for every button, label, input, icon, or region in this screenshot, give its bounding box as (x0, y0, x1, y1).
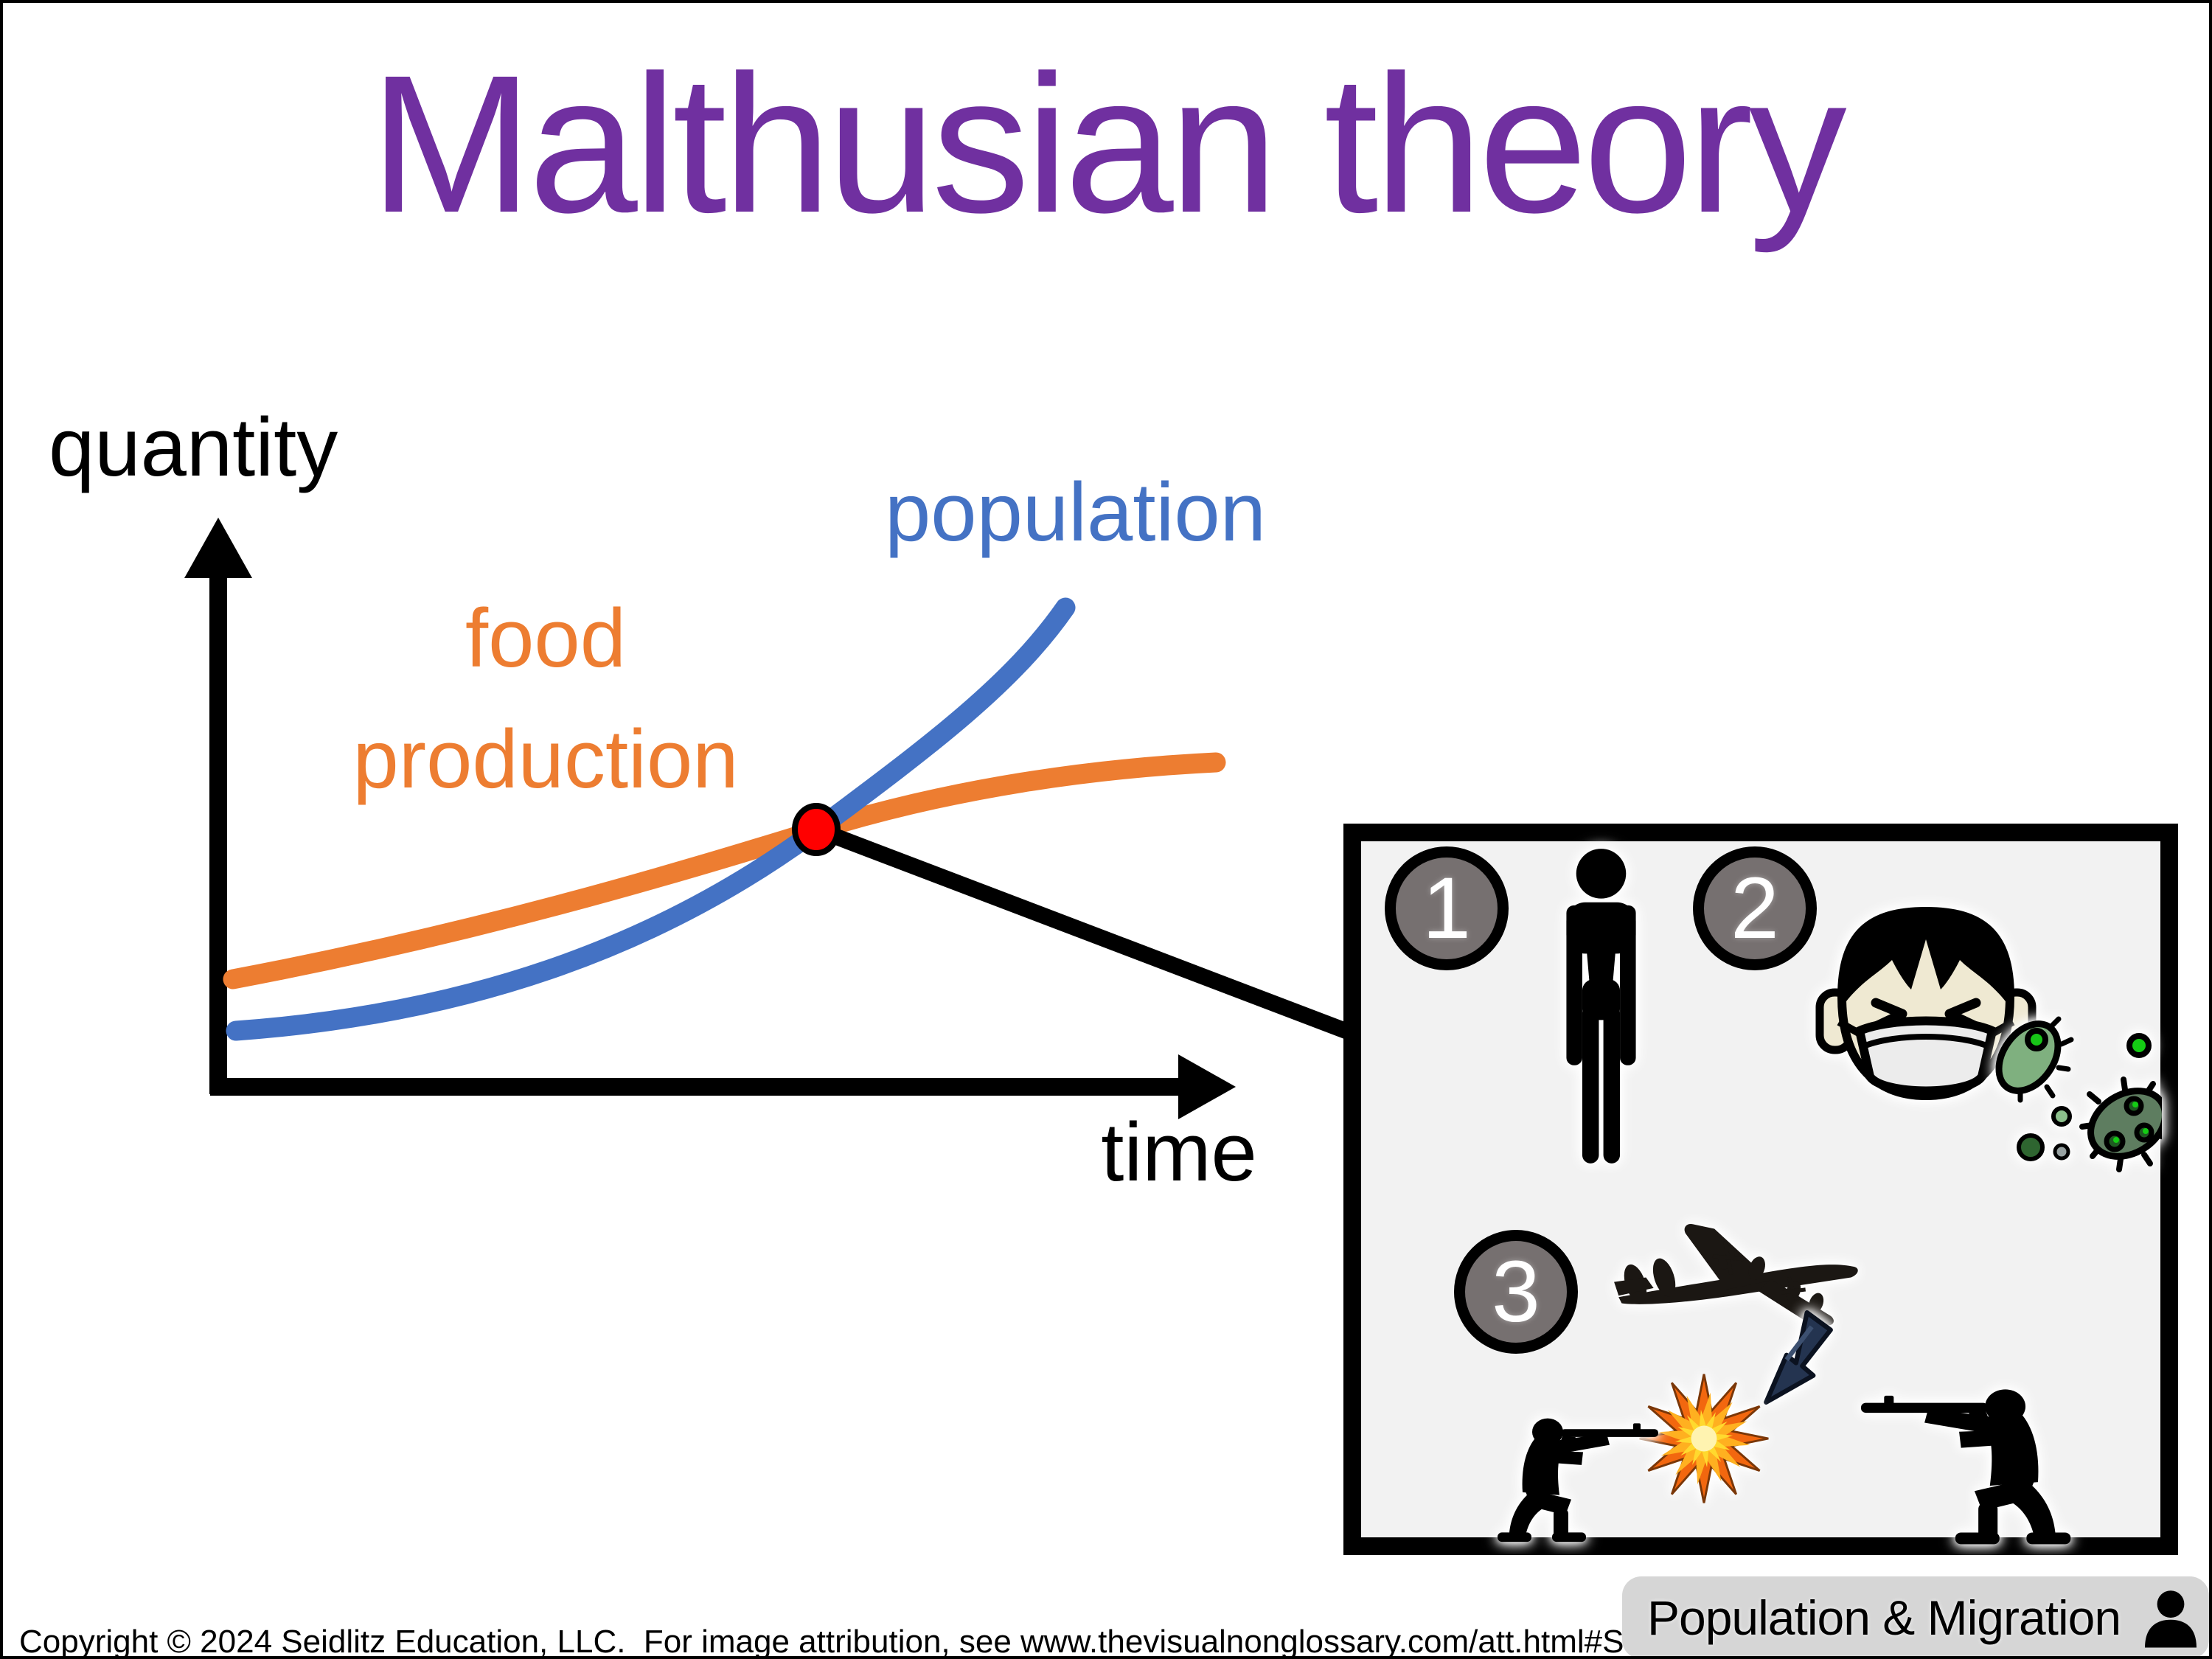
explosion-star (1639, 1374, 1769, 1503)
x-axis-label: time (1101, 1106, 1257, 1198)
malthusian-chart (184, 518, 1364, 1119)
copyright-text: Copyright © 2024 Seidlitz Education, LLC… (19, 1624, 1761, 1659)
food-production-line (223, 752, 1226, 990)
category-chip: Population & Migration (1622, 1576, 2209, 1656)
soldier-right-icon (1861, 1389, 2071, 1545)
famine-person-icon (1566, 849, 1636, 1164)
badge-2-number: 2 (1731, 860, 1779, 957)
category-label: Population & Migration (1647, 1590, 2121, 1645)
explosion-icon (1639, 1374, 1769, 1503)
germs-icon (1995, 1016, 2162, 1172)
y-axis-label: quantity (49, 401, 338, 493)
population-curve (226, 597, 1076, 1041)
x-axis-arrow (210, 1054, 1236, 1119)
number-badge-3: 3 (1454, 1230, 1578, 1354)
number-badge-1: 1 (1385, 846, 1509, 970)
population-series-label: population (885, 466, 1266, 558)
soldier-left-icon (1498, 1418, 1658, 1543)
intersection-point-marker (792, 803, 841, 856)
page-title: Malthusian theory (369, 35, 1847, 254)
callout-connector-line (832, 828, 1364, 1045)
falling-bomb-icon (1764, 1310, 1833, 1405)
food-production-series-label: food production (352, 592, 739, 805)
number-badge-2: 2 (1693, 846, 1817, 970)
badge-3-number: 3 (1492, 1243, 1540, 1340)
y-axis-arrow (184, 518, 252, 1094)
bomber-plane-icon (1614, 1223, 1858, 1326)
person-icon (2145, 1590, 2197, 1648)
disease-masked-face-icon (1815, 906, 2037, 1101)
badge-1-number: 1 (1422, 860, 1471, 957)
